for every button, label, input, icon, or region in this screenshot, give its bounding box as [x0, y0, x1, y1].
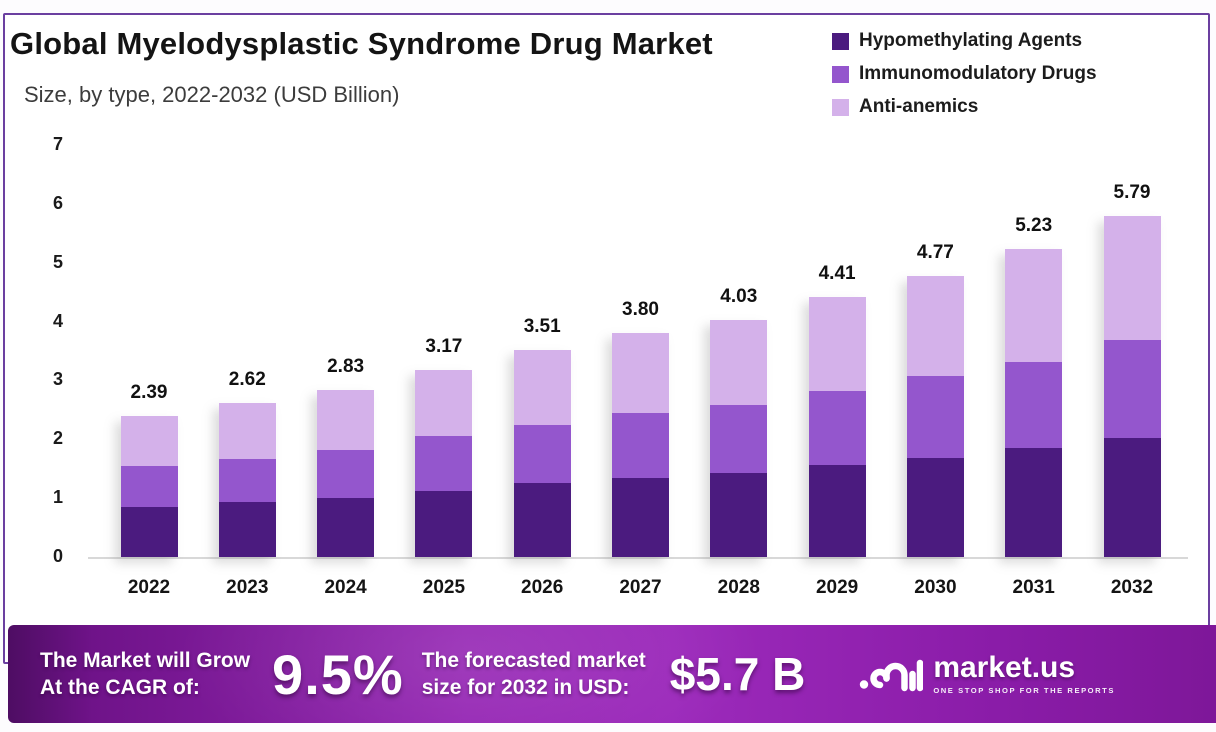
cagr-value: 9.5%	[272, 642, 404, 706]
legend-item-immunomodulatory-drugs: Immunomodulatory Drugs	[832, 63, 1097, 85]
forecast-label: The forecasted market size for 2032 in U…	[421, 649, 646, 699]
y-axis-tick-1: 1	[52, 487, 63, 508]
market-us-logo-icon	[860, 659, 924, 692]
legend-item-anti-anemics: Anti-anemics	[832, 96, 1097, 118]
bar-segment-hypomethylating-agents	[120, 506, 178, 557]
bar-segment-hypomethylating-agents	[218, 501, 276, 557]
bar-value-label-2031: 5.23	[1015, 215, 1053, 237]
bar-value-label-2024: 2.83	[327, 356, 365, 378]
bar-segment-anti-anemics	[218, 402, 276, 460]
bar-2027	[612, 333, 669, 557]
y-axis-tick-5: 5	[52, 251, 63, 272]
bar-segment-anti-anemics	[906, 276, 964, 376]
bar-2030	[906, 276, 964, 557]
x-axis-tick-2027: 2027	[619, 577, 662, 598]
forecast-value: $5.7 B	[669, 648, 806, 700]
bar-segment-immunomodulatory-drugs	[415, 436, 473, 492]
bar-value-label-2022: 2.39	[130, 382, 168, 404]
bar-value-label-2028: 4.03	[720, 285, 758, 307]
x-axis-tick-2024: 2024	[324, 577, 367, 598]
x-axis-tick-2022: 2022	[127, 577, 171, 598]
bar-segment-hypomethylating-agents	[317, 498, 375, 557]
bar-segment-anti-anemics	[1103, 216, 1161, 340]
bar-segment-anti-anemics	[1005, 249, 1063, 362]
bar-segment-anti-anemics	[317, 390, 375, 450]
bar-segment-anti-anemics	[120, 416, 178, 466]
legend-label: Anti-anemics	[859, 96, 979, 117]
bar-2032	[1103, 216, 1161, 557]
bar-segment-anti-anemics	[710, 319, 768, 406]
brand-text: market.us ONE STOP SHOP FOR THE REPORTS	[933, 651, 1115, 696]
brand-logo: market.us ONE STOP SHOP FOR THE REPORTS	[857, 651, 1115, 697]
bar-2024	[317, 390, 375, 557]
legend-item-hypomethylating-agents: Hypomethylating Agents	[832, 30, 1097, 52]
bar-segment-immunomodulatory-drugs	[1103, 339, 1161, 438]
bar-2026	[513, 350, 571, 557]
legend-label: Hypomethylating Agents	[859, 30, 1083, 51]
bar-value-label-2032: 5.79	[1113, 182, 1151, 204]
bar-segment-hypomethylating-agents	[710, 473, 768, 557]
bar-segment-anti-anemics	[808, 297, 866, 392]
bar-segment-hypomethylating-agents	[1005, 447, 1063, 557]
bar-segment-immunomodulatory-drugs	[317, 449, 375, 499]
bar-segment-anti-anemics	[513, 350, 571, 426]
bar-segment-immunomodulatory-drugs	[612, 412, 669, 479]
chart-title: Global Myelodysplastic Syndrome Drug Mar…	[10, 26, 713, 61]
legend-label: Immunomodulatory Drugs	[859, 63, 1097, 84]
bar-segment-immunomodulatory-drugs	[808, 391, 866, 465]
bar-segment-hypomethylating-agents	[808, 464, 866, 557]
bar-value-label-2026: 3.51	[523, 316, 561, 338]
bar-2025	[415, 370, 473, 557]
bar-segment-hypomethylating-agents	[612, 478, 669, 557]
x-axis-tick-2026: 2026	[521, 577, 564, 598]
bar-value-label-2029: 4.41	[818, 263, 856, 285]
bar-2022	[120, 416, 178, 557]
legend-swatch-icon	[832, 65, 849, 83]
x-axis-tick-2031: 2031	[1012, 577, 1055, 598]
legend-swatch-icon	[832, 32, 849, 50]
bar-segment-hypomethylating-agents	[906, 458, 964, 557]
x-axis-tick-2032: 2032	[1110, 577, 1154, 598]
legend: Hypomethylating Agents Immunomodulatory …	[832, 30, 1097, 129]
bar-segment-immunomodulatory-drugs	[513, 425, 571, 484]
y-axis-tick-4: 4	[52, 310, 63, 331]
bar-segment-anti-anemics	[415, 370, 473, 437]
x-axis-tick-2028: 2028	[717, 577, 760, 598]
bar-2029	[808, 297, 866, 557]
bar-value-label-2030: 4.77	[916, 242, 954, 264]
bar-segment-hypomethylating-agents	[1103, 437, 1161, 557]
brand-name: market.us	[933, 651, 1076, 684]
bar-value-label-2025: 3.17	[425, 336, 463, 358]
bar-segment-immunomodulatory-drugs	[120, 465, 178, 507]
x-axis-tick-2023: 2023	[226, 577, 269, 598]
cagr-label: The Market will Grow At the CAGR of:	[40, 649, 251, 699]
bar-segment-hypomethylating-agents	[513, 483, 571, 557]
x-axis-tick-2030: 2030	[914, 577, 957, 598]
bar-segment-immunomodulatory-drugs	[218, 459, 276, 502]
bar-2031	[1005, 249, 1063, 557]
footer-banner: The Market will Grow At the CAGR of: 9.5…	[8, 625, 1216, 723]
brand-tagline: ONE STOP SHOP FOR THE REPORTS	[933, 686, 1115, 695]
y-axis-tick-6: 6	[52, 192, 63, 213]
bar-2023	[218, 402, 276, 557]
bar-segment-immunomodulatory-drugs	[710, 405, 768, 474]
bar-2028	[710, 319, 768, 557]
bar-value-label-2027: 3.80	[622, 299, 659, 321]
bar-segment-hypomethylating-agents	[415, 491, 473, 557]
bar-value-label-2023: 2.62	[228, 368, 266, 390]
x-axis-tick-2029: 2029	[815, 577, 859, 598]
y-axis-tick-3: 3	[52, 369, 63, 390]
x-axis-tick-2025: 2025	[422, 577, 466, 598]
chart-subtitle: Size, by type, 2022-2032 (USD Billion)	[24, 82, 400, 107]
bar-segment-immunomodulatory-drugs	[1005, 361, 1063, 448]
x-axis-line	[88, 557, 1188, 559]
bar-segment-anti-anemics	[612, 333, 669, 413]
y-axis-tick-0: 0	[52, 546, 63, 566]
y-axis-tick-2: 2	[52, 428, 63, 449]
bar-segment-immunomodulatory-drugs	[906, 375, 964, 459]
y-axis-tick-7: 7	[52, 134, 63, 154]
legend-swatch-icon	[832, 98, 849, 116]
